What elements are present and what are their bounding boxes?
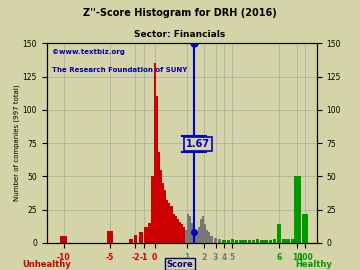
Bar: [107, 231, 113, 243]
Bar: [218, 239, 221, 243]
Bar: [183, 227, 185, 243]
Bar: [291, 239, 294, 243]
Text: 1.67: 1.67: [186, 139, 210, 149]
Bar: [175, 216, 177, 243]
Bar: [231, 239, 234, 243]
Bar: [154, 63, 156, 243]
Bar: [239, 240, 243, 243]
Bar: [170, 206, 172, 243]
Bar: [302, 214, 309, 243]
Text: Sector: Financials: Sector: Financials: [134, 30, 226, 39]
Bar: [265, 240, 268, 243]
Bar: [166, 200, 168, 243]
Bar: [214, 238, 217, 243]
Bar: [151, 176, 153, 243]
Bar: [202, 216, 204, 243]
Bar: [287, 239, 290, 243]
Bar: [226, 240, 230, 243]
Text: Healthy: Healthy: [295, 260, 332, 269]
Bar: [130, 239, 133, 243]
Bar: [164, 190, 166, 243]
Bar: [177, 219, 179, 243]
Bar: [256, 239, 260, 243]
Bar: [179, 222, 181, 243]
Bar: [187, 214, 189, 243]
Bar: [277, 224, 281, 243]
Bar: [282, 239, 285, 243]
Bar: [191, 223, 193, 243]
Bar: [156, 96, 158, 243]
Bar: [269, 240, 272, 243]
Bar: [198, 227, 200, 243]
Bar: [60, 236, 67, 243]
Bar: [222, 240, 226, 243]
Bar: [243, 240, 247, 243]
Bar: [252, 240, 255, 243]
Bar: [294, 176, 301, 243]
Bar: [206, 230, 208, 243]
Bar: [208, 232, 210, 243]
Bar: [210, 236, 213, 243]
Bar: [248, 240, 251, 243]
Bar: [185, 230, 187, 243]
Text: Z''-Score Histogram for DRH (2016): Z''-Score Histogram for DRH (2016): [83, 8, 277, 18]
Y-axis label: Number of companies (997 total): Number of companies (997 total): [13, 85, 20, 201]
Bar: [168, 203, 170, 243]
Bar: [195, 232, 198, 243]
Text: Score: Score: [167, 260, 193, 269]
Text: ©www.textbiz.org: ©www.textbiz.org: [52, 49, 125, 55]
Bar: [235, 240, 238, 243]
Bar: [144, 227, 148, 243]
Bar: [139, 232, 143, 243]
Text: Unhealthy: Unhealthy: [22, 260, 71, 269]
Bar: [181, 224, 183, 243]
Bar: [148, 223, 150, 243]
Bar: [160, 170, 162, 243]
Bar: [193, 230, 195, 243]
Bar: [134, 235, 137, 243]
Bar: [204, 224, 206, 243]
Bar: [273, 239, 276, 243]
Bar: [172, 214, 175, 243]
Bar: [162, 183, 164, 243]
Bar: [260, 240, 264, 243]
Bar: [200, 219, 202, 243]
Bar: [158, 153, 160, 243]
Text: The Research Foundation of SUNY: The Research Foundation of SUNY: [52, 67, 188, 73]
Bar: [189, 216, 191, 243]
